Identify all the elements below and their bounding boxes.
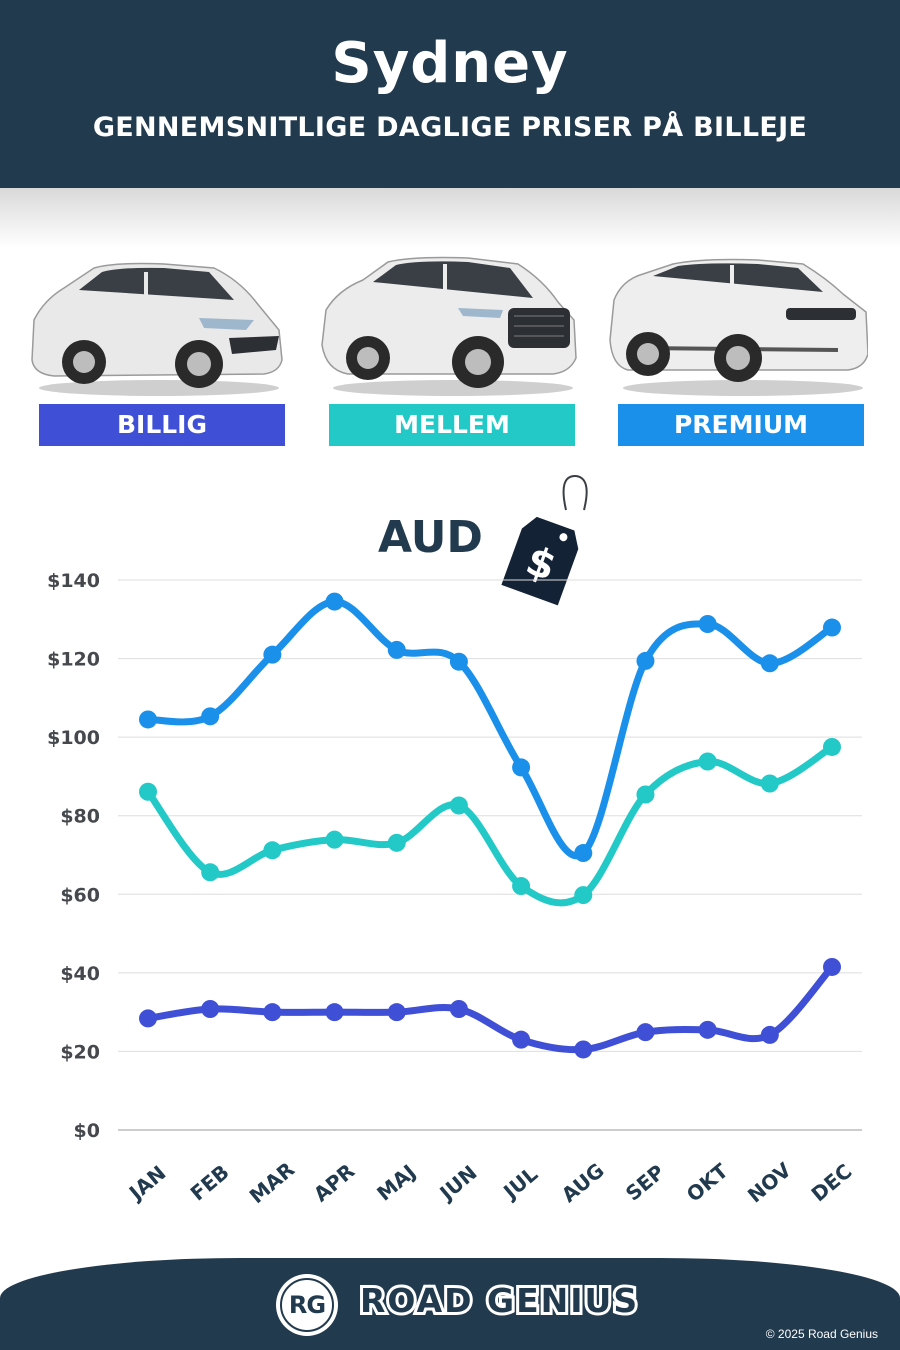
data-point-billig <box>387 1003 406 1022</box>
x-tick-label: OKT <box>682 1158 733 1206</box>
y-tick-label: $120 <box>47 649 100 671</box>
data-point-billig <box>823 957 841 976</box>
data-point-mellem <box>201 863 220 882</box>
x-tick-label: MAR <box>245 1157 299 1208</box>
data-point-billig <box>698 1020 717 1039</box>
copyright: © 2025 Road Genius <box>765 1327 878 1341</box>
x-tick-label: NOV <box>743 1157 796 1207</box>
x-tick-label: JUL <box>497 1162 542 1205</box>
y-tick-label: $20 <box>60 1041 100 1063</box>
data-point-premium <box>760 654 779 673</box>
data-point-billig <box>512 1030 531 1049</box>
road-genius-logo: RG <box>276 1274 338 1336</box>
data-point-mellem <box>698 752 717 771</box>
data-point-premium <box>698 615 717 633</box>
x-tick-label: SEP <box>621 1160 669 1206</box>
data-point-billig <box>760 1025 779 1044</box>
data-point-mellem <box>760 774 779 793</box>
series-line-mellem <box>144 743 836 907</box>
data-point-billig <box>325 1003 344 1022</box>
data-point-premium <box>823 618 841 637</box>
x-tick-label: AUG <box>557 1158 609 1207</box>
data-point-billig <box>263 1003 282 1022</box>
data-point-billig <box>636 1023 655 1042</box>
currency-label: AUD <box>378 512 483 563</box>
price-tag-icon: $ <box>501 474 588 606</box>
data-point-mellem <box>139 782 157 801</box>
data-point-premium <box>636 651 655 670</box>
page-subtitle: GENNEMSNITLIGE DAGLIGE PRISER PÅ BILLEJE <box>92 112 808 143</box>
series-line-premium <box>144 598 836 860</box>
data-point-mellem <box>574 886 593 905</box>
y-tick-label: $0 <box>74 1120 100 1142</box>
header-shadow <box>0 188 900 248</box>
data-point-mellem <box>263 841 282 860</box>
data-point-billig <box>449 1000 468 1018</box>
x-tick-label: DEC <box>807 1159 857 1206</box>
data-point-premium <box>574 844 593 863</box>
data-point-mellem <box>512 877 531 896</box>
data-point-premium <box>201 707 220 726</box>
data-point-mellem <box>449 796 468 815</box>
x-tick-label: JAN <box>123 1161 170 1206</box>
y-tick-label: $80 <box>60 806 100 828</box>
data-point-mellem <box>823 737 841 756</box>
logo-initials: RG <box>280 1278 334 1332</box>
data-point-mellem <box>636 785 655 804</box>
data-point-billig <box>201 1000 220 1018</box>
category-label-billig: BILLIG <box>39 404 285 446</box>
header: Sydney GENNEMSNITLIGE DAGLIGE PRISER PÅ … <box>0 0 900 188</box>
hatchback-car-image <box>31 262 283 396</box>
y-tick-label: $100 <box>47 727 100 749</box>
page-title: Sydney <box>331 31 569 96</box>
x-tick-label: FEB <box>186 1160 234 1206</box>
x-tick-label: JUN <box>434 1160 482 1206</box>
data-point-premium <box>387 640 406 659</box>
data-point-billig <box>139 1009 157 1028</box>
line-chart: $0 $20 $40 $60 $80 $100 $120 $140 JAN FEB MAR APR MA… <box>47 570 862 1208</box>
data-point-mellem <box>325 830 344 849</box>
data-point-billig <box>574 1040 593 1059</box>
data-point-premium <box>139 710 157 729</box>
series-line-billig <box>144 963 836 1054</box>
data-point-premium <box>325 592 344 611</box>
brand-name: ROAD GENIUS <box>357 1281 640 1320</box>
y-tick-label: $40 <box>60 963 100 985</box>
data-point-premium <box>263 645 282 664</box>
x-tick-label: APR <box>309 1159 359 1207</box>
category-label-mellem: MELLEM <box>329 404 575 446</box>
data-point-mellem <box>387 833 406 852</box>
data-point-premium <box>449 652 468 671</box>
footer <box>0 1258 900 1350</box>
data-point-premium <box>512 758 531 777</box>
y-tick-label: $140 <box>47 570 100 592</box>
suv-car-image <box>321 256 577 396</box>
category-label-premium: PREMIUM <box>618 404 864 446</box>
y-tick-label: $60 <box>60 884 100 906</box>
premium-suv-car-image <box>609 258 868 396</box>
x-tick-label: MAJ <box>372 1160 420 1206</box>
